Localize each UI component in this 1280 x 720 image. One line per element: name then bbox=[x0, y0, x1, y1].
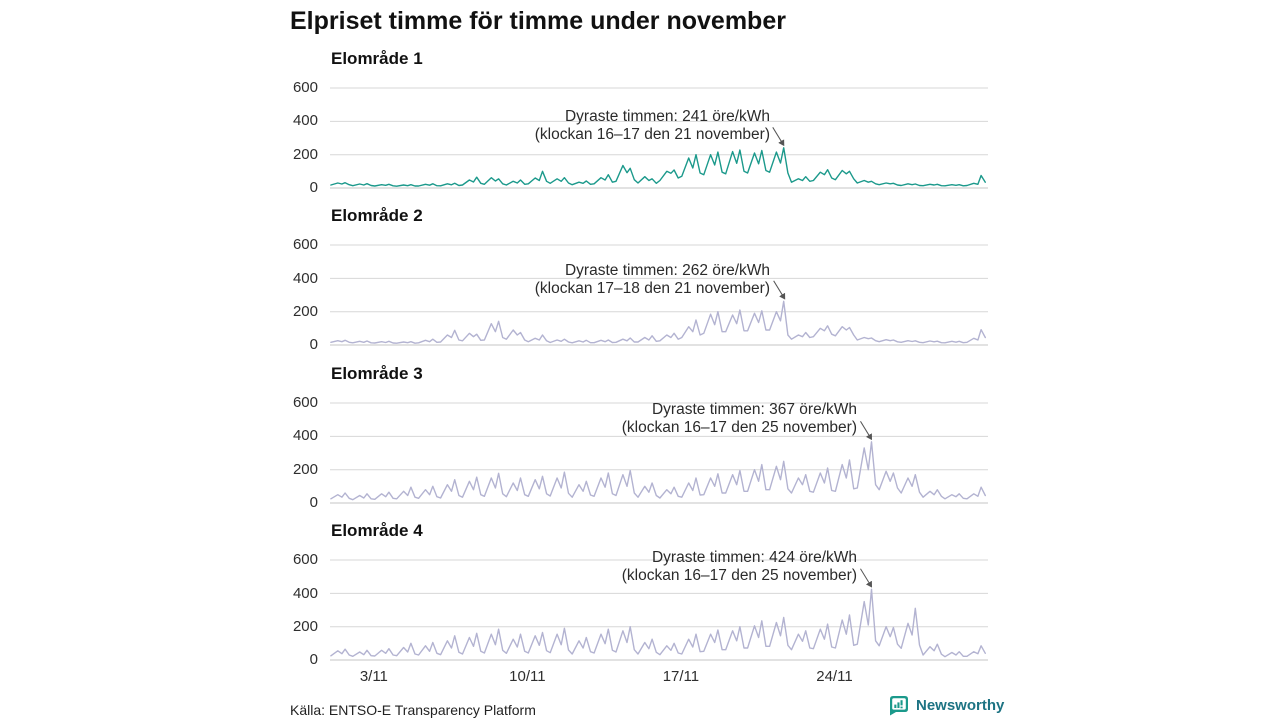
annotation-arrow bbox=[860, 568, 873, 588]
y-tick-label: 200 bbox=[292, 145, 318, 163]
annotation-line1: Dyraste timmen: 424 öre/kWh bbox=[651, 549, 857, 566]
y-tick-label: 0 bbox=[309, 493, 318, 511]
y-tick-label: 400 bbox=[292, 427, 318, 445]
max-price-annotation: Dyraste timmen: 424 öre/kWh (klockan 16–1… bbox=[437, 549, 857, 585]
x-tick-label: 10/11 bbox=[509, 668, 546, 685]
newsworthy-bubble-barchart-icon bbox=[888, 694, 910, 716]
y-tick-label: 0 bbox=[309, 651, 318, 669]
newsworthy-wordmark: Newsworthy bbox=[916, 696, 1005, 714]
x-tick-label: 24/11 bbox=[816, 668, 853, 685]
annotation-line2: (klockan 16–17 den 21 november) bbox=[534, 126, 770, 143]
y-tick-label: 200 bbox=[292, 460, 318, 478]
y-tick-label: 0 bbox=[309, 179, 318, 196]
price-line bbox=[330, 440, 986, 501]
max-price-annotation: Dyraste timmen: 262 öre/kWh (klockan 17–1… bbox=[350, 262, 770, 298]
annotation-arrow bbox=[772, 127, 785, 147]
price-line bbox=[330, 588, 986, 658]
annotation-line1: Dyraste timmen: 367 öre/kWh bbox=[651, 401, 857, 418]
panel-title: Elområde 4 bbox=[331, 521, 423, 541]
price-line bbox=[330, 300, 986, 345]
annotation-line2: (klockan 16–17 den 25 november) bbox=[621, 419, 857, 436]
y-tick-label: 600 bbox=[292, 551, 318, 569]
y-tick-label: 200 bbox=[292, 617, 318, 635]
line-chart-panel bbox=[330, 402, 988, 504]
y-tick-label: 0 bbox=[309, 336, 318, 354]
y-tick-label: 400 bbox=[292, 269, 318, 287]
newsworthy-branding: Newsworthy bbox=[888, 694, 1004, 716]
line-chart-panel bbox=[330, 244, 988, 346]
annotation-arrow bbox=[860, 420, 873, 440]
source-note: Källa: ENTSO-E Transparency Platform bbox=[290, 702, 536, 718]
panel-title: Elområde 1 bbox=[331, 49, 423, 68]
line-chart-panel bbox=[330, 559, 988, 661]
panel-title: Elområde 2 bbox=[331, 206, 423, 226]
panel-title: Elområde 3 bbox=[331, 363, 423, 383]
y-tick-label: 400 bbox=[292, 584, 318, 602]
annotation-line1: Dyraste timmen: 262 öre/kWh bbox=[564, 262, 770, 279]
chart-title: Elpriset timme för timme under november bbox=[290, 7, 786, 35]
y-tick-label: 600 bbox=[292, 393, 318, 411]
max-price-annotation: Dyraste timmen: 241 öre/kWh (klockan 16–1… bbox=[350, 108, 770, 144]
price-line bbox=[330, 147, 986, 187]
y-tick-label: 600 bbox=[292, 79, 318, 96]
y-tick-label: 200 bbox=[292, 303, 318, 321]
annotation-line2: (klockan 17–18 den 21 november) bbox=[534, 280, 770, 297]
y-tick-label: 600 bbox=[292, 236, 318, 254]
annotation-line1: Dyraste timmen: 241 öre/kWh bbox=[564, 108, 770, 125]
x-tick-label: 17/11 bbox=[662, 668, 700, 685]
y-tick-label: 400 bbox=[292, 112, 318, 130]
max-price-annotation: Dyraste timmen: 367 öre/kWh (klockan 16–1… bbox=[437, 401, 857, 437]
annotation-line2: (klockan 16–17 den 25 november) bbox=[621, 567, 857, 584]
line-chart-panel bbox=[330, 87, 988, 189]
x-tick-label: 3/11 bbox=[359, 668, 388, 685]
annotation-arrow bbox=[773, 280, 786, 301]
